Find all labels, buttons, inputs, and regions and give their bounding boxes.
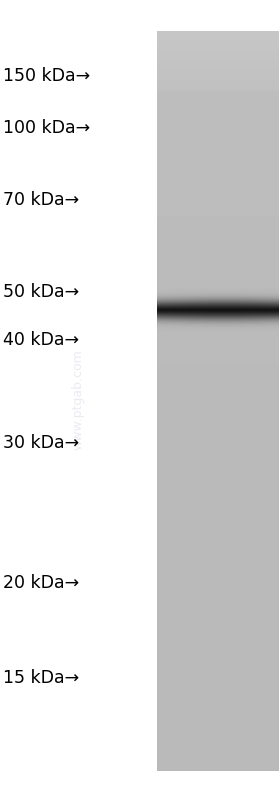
Text: 30 kDa→: 30 kDa→	[3, 435, 79, 452]
Text: 70 kDa→: 70 kDa→	[3, 191, 79, 209]
Text: 15 kDa→: 15 kDa→	[3, 669, 79, 686]
Text: 40 kDa→: 40 kDa→	[3, 331, 79, 348]
Text: 20 kDa→: 20 kDa→	[3, 574, 79, 592]
Text: 50 kDa→: 50 kDa→	[3, 283, 79, 300]
Text: 150 kDa→: 150 kDa→	[3, 67, 90, 85]
Text: 100 kDa→: 100 kDa→	[3, 119, 90, 137]
Text: www.ptgab.com: www.ptgab.com	[72, 349, 85, 450]
